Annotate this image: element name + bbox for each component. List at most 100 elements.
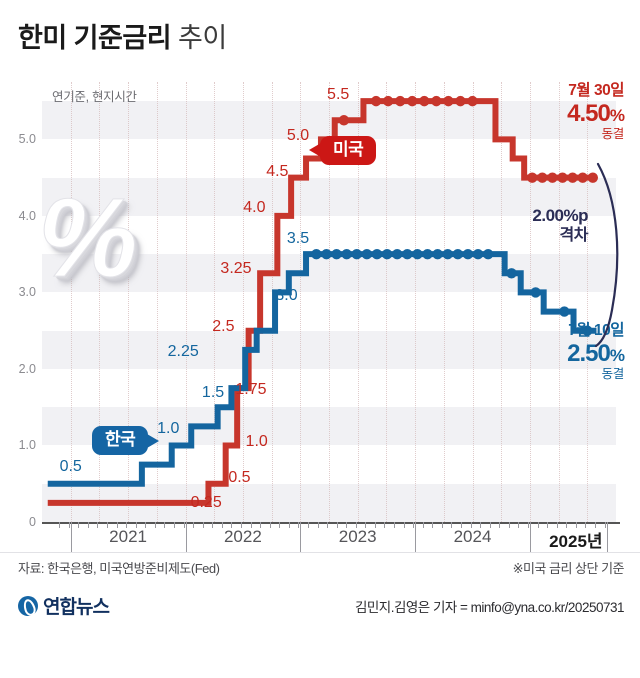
series-svg bbox=[47, 95, 599, 506]
chart-area: 연기준, 현지시간 % 0 1.0 2.0 3.0 4.0 5.0 2021 2022 202… bbox=[0, 70, 640, 552]
x-tick-mark bbox=[154, 522, 156, 528]
x-tick-mark bbox=[231, 522, 233, 528]
x-tick-mark bbox=[604, 522, 606, 528]
value-label-usa: 0.5 bbox=[228, 468, 251, 486]
meeting-dot-korea bbox=[462, 248, 474, 260]
gap-label-line2: 격차 bbox=[559, 227, 589, 245]
page-header: 한미 기준금리 추이 bbox=[18, 22, 227, 54]
value-label-usa: 4.5 bbox=[266, 162, 289, 180]
agency-logo: 연합뉴스 bbox=[18, 592, 110, 619]
x-tick-mark bbox=[97, 522, 99, 528]
callout-korea-number: 2.50 bbox=[567, 339, 611, 367]
gridline bbox=[70, 82, 72, 522]
gridline bbox=[587, 82, 589, 522]
x-tick-label: 2022 bbox=[223, 527, 262, 546]
value-label-korea: 3.0 bbox=[275, 287, 298, 305]
callout-korea: 7월 10일 2.50% 동결 bbox=[567, 322, 625, 382]
gap-label: 2.00%p 격차 bbox=[532, 206, 588, 246]
x-tick-mark bbox=[307, 522, 309, 528]
x-tick-label: 2025년 bbox=[549, 532, 603, 551]
badge-tail-usa-icon bbox=[309, 143, 321, 157]
x-tick-mark bbox=[298, 522, 300, 528]
badge-tail-korea-icon bbox=[147, 434, 160, 448]
page-title-light: 추이 bbox=[171, 23, 227, 53]
x-tick-mark bbox=[594, 522, 596, 528]
gridline bbox=[529, 82, 531, 522]
x-tick-mark bbox=[365, 522, 367, 528]
x-tick-mark bbox=[183, 522, 185, 528]
x-tick-mark bbox=[441, 522, 443, 528]
x-tick-mark bbox=[78, 522, 80, 528]
series-line-korea bbox=[47, 251, 597, 487]
page-title-strong: 한미 기준금리 bbox=[18, 23, 172, 53]
x-tick-mark bbox=[374, 522, 376, 528]
meeting-dot-usa bbox=[370, 95, 382, 107]
value-label-usa: 5.0 bbox=[286, 126, 310, 144]
y-tick-label: 4.0 bbox=[18, 208, 36, 223]
y-tick-label: 2.0 bbox=[18, 361, 36, 376]
x-tick-mark bbox=[422, 522, 424, 528]
x-tick-mark bbox=[212, 522, 214, 528]
legend-badge-usa-label: 미국 bbox=[333, 140, 364, 159]
x-tick-mark bbox=[317, 522, 319, 528]
x-tick-mark bbox=[470, 522, 472, 528]
gridline bbox=[558, 82, 560, 522]
gridline bbox=[357, 82, 359, 522]
value-label-korea: 2.25 bbox=[167, 343, 199, 361]
x-tick-mark bbox=[193, 522, 195, 528]
x-tick-mark bbox=[508, 522, 510, 528]
x-tick-mark bbox=[480, 522, 482, 528]
x-tick-mark bbox=[250, 522, 252, 528]
meeting-dot-korea bbox=[472, 248, 484, 260]
callout-usa-value: 4.50% bbox=[567, 99, 625, 128]
x-tick-label: 2021 bbox=[109, 527, 148, 546]
gridline bbox=[156, 82, 158, 522]
meeting-dot-usa bbox=[394, 95, 406, 107]
page-title: 한미 기준금리 추이 bbox=[18, 22, 227, 54]
y-axis-ticks: 0 1.0 2.0 3.0 4.0 5.0 bbox=[0, 70, 640, 540]
callout-korea-note: 동결 bbox=[601, 367, 625, 382]
meeting-dot-korea bbox=[371, 248, 383, 260]
meeting-dot-usa bbox=[526, 172, 538, 183]
y-tick-label: 3.0 bbox=[18, 285, 36, 300]
meeting-dot-korea bbox=[331, 248, 342, 260]
x-tick-mark bbox=[518, 522, 520, 528]
x-axis-separator bbox=[185, 522, 187, 552]
x-tick-label: 2023 bbox=[338, 527, 377, 546]
x-axis-separator bbox=[415, 522, 417, 552]
x-tick-mark bbox=[556, 522, 558, 528]
x-tick-mark bbox=[202, 522, 204, 528]
agency-logo-text: 연합뉴스 bbox=[43, 597, 110, 618]
meeting-dot-usa bbox=[419, 95, 430, 107]
callout-usa-number: 4.50 bbox=[567, 99, 611, 127]
gridline bbox=[501, 82, 503, 522]
byline-text: 김민지.김영은 기자 = minfo@yna.co.kr/20250731 bbox=[354, 600, 625, 615]
x-axis-line bbox=[42, 522, 620, 524]
gap-label-line1: 2.00%p bbox=[532, 206, 588, 225]
gridline bbox=[443, 82, 445, 522]
x-tick-mark bbox=[135, 522, 137, 528]
x-tick-mark bbox=[461, 522, 463, 528]
x-axis-separator bbox=[300, 522, 302, 552]
footer-divider bbox=[0, 552, 640, 553]
gridline bbox=[386, 82, 388, 522]
x-tick-mark bbox=[145, 522, 147, 528]
meeting-dot-korea bbox=[412, 248, 423, 260]
x-tick-mark bbox=[221, 522, 223, 528]
yonhap-mark-icon bbox=[18, 595, 38, 616]
meeting-dot-korea bbox=[432, 248, 443, 260]
meeting-dot-korea bbox=[559, 306, 570, 317]
meeting-dot-usa bbox=[443, 95, 454, 107]
meeting-dot-usa bbox=[537, 172, 548, 183]
gridline bbox=[415, 82, 417, 522]
x-axis-separator bbox=[606, 522, 608, 552]
meeting-dot-korea bbox=[442, 248, 453, 260]
value-label-korea: 1.5 bbox=[201, 384, 225, 402]
x-tick-mark bbox=[489, 522, 491, 528]
x-tick-mark bbox=[174, 522, 176, 528]
meeting-dot-korea bbox=[582, 325, 593, 336]
x-tick-mark bbox=[527, 522, 529, 528]
x-tick-mark bbox=[126, 522, 128, 528]
meeting-dot-korea bbox=[482, 248, 494, 260]
callout-usa: 7월 30일 4.50% 동결 bbox=[567, 82, 625, 142]
